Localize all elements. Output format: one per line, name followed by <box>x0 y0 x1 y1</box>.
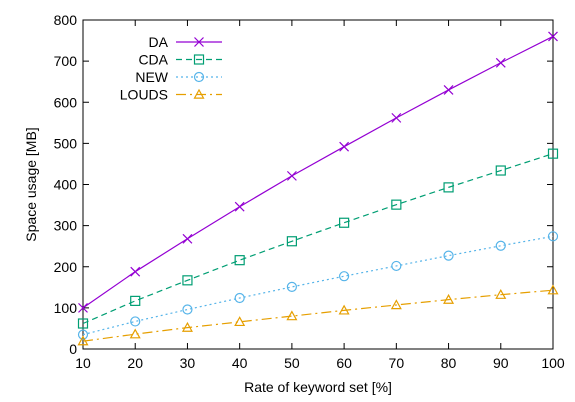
series-line <box>82 289 554 342</box>
data-point <box>130 266 141 277</box>
data-point <box>390 299 402 310</box>
data-point <box>130 295 141 306</box>
legend-marker <box>193 88 205 99</box>
data-point <box>182 304 193 315</box>
x-tick-label: 60 <box>336 355 352 371</box>
x-tick-label: 90 <box>493 355 509 371</box>
axes: 10 20 30 40 50 60 70 80 90 100 0 100 200 300 400 500 600… <box>54 12 565 371</box>
data-point <box>286 310 298 321</box>
y-tick-label: 400 <box>54 177 78 193</box>
data-point <box>339 271 350 282</box>
series-line <box>82 153 554 325</box>
data-point <box>495 165 506 176</box>
data-point <box>547 148 559 159</box>
y-tick-label: 0 <box>69 341 77 357</box>
series-line <box>82 235 554 336</box>
legend-label: DA <box>149 34 169 50</box>
data-point <box>339 217 350 228</box>
x-tick-label: 70 <box>389 355 405 371</box>
data-point <box>130 316 141 327</box>
data-point <box>338 304 350 315</box>
data-point <box>391 199 402 210</box>
data-point <box>548 31 558 42</box>
data-point <box>286 170 297 181</box>
y-tick-label: 500 <box>54 135 78 151</box>
legend-label: CDA <box>138 52 168 68</box>
series-cda <box>77 148 559 329</box>
x-tick-label: 30 <box>180 355 196 371</box>
series-line <box>82 35 554 309</box>
data-point <box>391 112 402 123</box>
data-point <box>391 260 402 272</box>
data-point <box>286 236 297 247</box>
data-point <box>443 182 454 193</box>
data-point <box>78 302 88 313</box>
data-point <box>181 321 193 332</box>
data-point <box>339 141 350 152</box>
data-point <box>443 250 454 261</box>
legend-label: NEW <box>135 69 168 85</box>
legend-marker <box>194 37 204 47</box>
x-tick-label: 20 <box>127 355 143 371</box>
data-point <box>286 281 297 293</box>
data-point <box>77 335 89 346</box>
y-tick-label: 100 <box>54 300 78 316</box>
x-tick-label: 40 <box>232 355 248 371</box>
x-tick-label: 10 <box>75 355 91 371</box>
y-axis-title: Space usage [MB] <box>23 127 39 241</box>
series-louds <box>77 284 559 346</box>
data-point <box>495 288 507 299</box>
data-point <box>443 293 455 304</box>
legend-item-cda: CDA <box>138 52 222 68</box>
data-point <box>234 292 245 304</box>
legend-label: LOUDS <box>120 87 168 103</box>
legend-marker <box>193 54 205 65</box>
data-point <box>182 233 193 244</box>
data-point <box>547 231 559 242</box>
legend-item-da: DA <box>149 34 222 50</box>
series-new <box>77 231 559 340</box>
y-tick-label: 200 <box>54 259 78 275</box>
x-tick-label: 50 <box>284 355 300 371</box>
data-point <box>234 316 246 327</box>
y-tick-label: 700 <box>54 53 78 69</box>
legend-item-louds: LOUDS <box>120 87 222 103</box>
data-point <box>77 329 89 340</box>
data-point <box>77 318 89 329</box>
y-tick-label: 600 <box>54 94 78 110</box>
y-tick-label: 800 <box>54 12 78 28</box>
x-axis-title: Rate of keyword set [%] <box>244 379 392 395</box>
series-da <box>78 31 558 313</box>
series-layer <box>77 31 559 346</box>
data-point <box>182 275 193 286</box>
y-tick-label: 300 <box>54 218 78 234</box>
data-point <box>443 84 454 95</box>
x-tick-label: 80 <box>441 355 457 371</box>
x-tick-label: 100 <box>541 355 565 371</box>
legend-marker <box>193 71 205 83</box>
data-point <box>495 57 506 68</box>
data-point <box>495 240 506 251</box>
data-point <box>234 201 245 212</box>
data-point <box>547 284 559 295</box>
legend-item-new: NEW <box>135 69 222 85</box>
data-point <box>234 255 245 266</box>
data-point <box>129 328 141 339</box>
